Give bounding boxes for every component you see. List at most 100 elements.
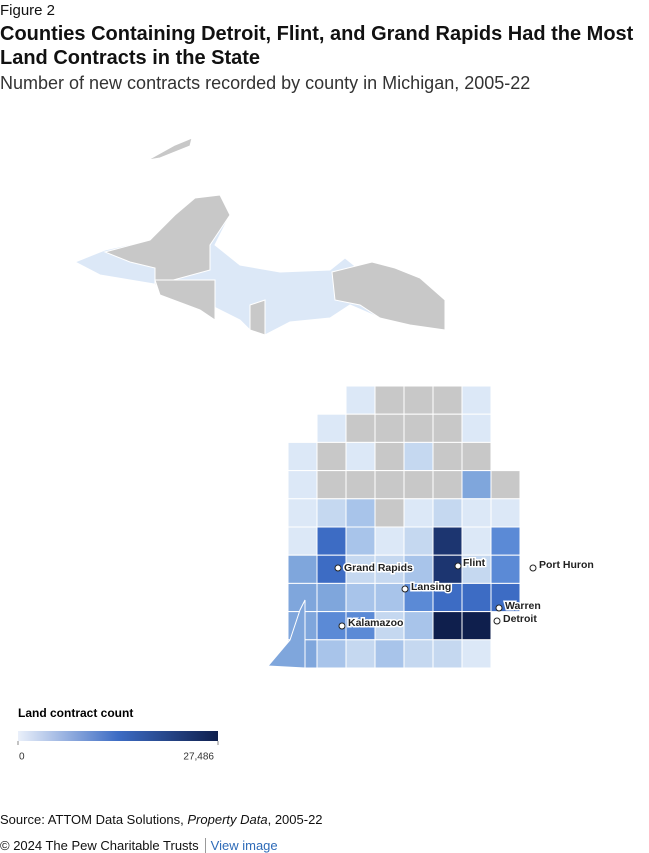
county [345,582,376,613]
county [374,470,405,500]
county [374,413,405,443]
source-italic: Property Data [187,812,268,827]
county [316,639,347,669]
county [345,413,376,443]
county [345,526,376,556]
county [461,413,492,443]
county [461,554,492,584]
up-east-gray [331,261,446,331]
city-label: Port Huron [539,559,594,571]
city-label: Warren [505,600,541,612]
city-label: Kalamazoo [348,617,403,629]
county [490,498,521,528]
city-label: Lansing [411,581,451,593]
county [316,498,347,528]
legend-tick-label: 0 [19,752,25,763]
city-dot [338,622,346,630]
county [403,470,434,500]
county [287,554,318,584]
county [432,470,463,500]
county [374,498,405,528]
up-west-gray [103,194,231,286]
lower-peninsula [287,385,521,669]
legend-colorbar [18,731,218,741]
counties [73,137,521,669]
berrien-coast [266,599,306,669]
county [287,526,318,556]
county [345,441,376,472]
county [432,639,463,669]
legend: Land contract count 0 27,486 [17,706,219,763]
city-dot [334,564,342,572]
county [432,498,463,528]
county [432,385,463,415]
county [374,441,405,472]
city-dot [401,585,409,593]
county [316,470,347,500]
legend-title: Land contract count [18,706,133,720]
subtitle: Number of new contracts recorded by coun… [0,73,531,93]
county [345,611,376,641]
county [461,385,492,415]
county [490,554,521,584]
county [374,639,405,669]
county [345,498,376,528]
county [490,470,521,500]
city-label: Detroit [503,613,537,625]
legend-tick-label: 27,486 [183,752,214,763]
county [316,413,347,443]
county [374,611,405,641]
view-image-link[interactable]: View image [204,838,278,853]
city-label: Flint [463,557,486,569]
county [403,498,434,528]
county [287,470,318,500]
county [403,611,434,641]
county [345,470,376,500]
up-south-gray [154,279,216,321]
county [316,582,347,613]
county [316,441,347,472]
county [316,526,347,556]
county [403,413,434,443]
up-mid-gray [249,299,266,336]
county [403,441,434,472]
map: Grand Rapids Flint Lansing Port Huron Wa… [17,137,595,763]
county [461,639,492,669]
county [461,470,492,500]
city-dot [493,617,501,625]
source-suffix: , 2005-22 [267,812,323,827]
county [403,526,434,556]
county [461,526,492,556]
title: Counties Containing Detroit, Flint, and … [0,23,634,69]
county [403,385,434,415]
county [461,498,492,528]
county [345,554,376,584]
county [432,611,463,641]
county [461,441,492,472]
copyright: © 2024 The Pew Charitable Trusts [0,838,199,853]
city-dot [454,562,462,570]
county [287,441,318,472]
city-markers: Grand Rapids Flint Lansing Port Huron Wa… [334,555,595,630]
source: Source: ATTOM Data Solutions, Property D… [0,812,323,827]
county [345,639,376,669]
county [432,526,463,556]
footer: © 2024 The Pew Charitable Trusts View ima… [0,838,278,853]
county [490,526,521,556]
city-dot [495,604,503,612]
county [432,413,463,443]
county [345,385,376,415]
county [432,441,463,472]
county [316,554,347,584]
county [374,582,405,613]
county [287,498,318,528]
county [461,582,492,613]
source-prefix: Source: ATTOM Data Solutions, [0,812,188,827]
city-dot [529,564,537,572]
county [374,526,405,556]
county [403,639,434,669]
isle-royale [147,137,193,161]
county [374,554,405,584]
county [461,611,492,641]
